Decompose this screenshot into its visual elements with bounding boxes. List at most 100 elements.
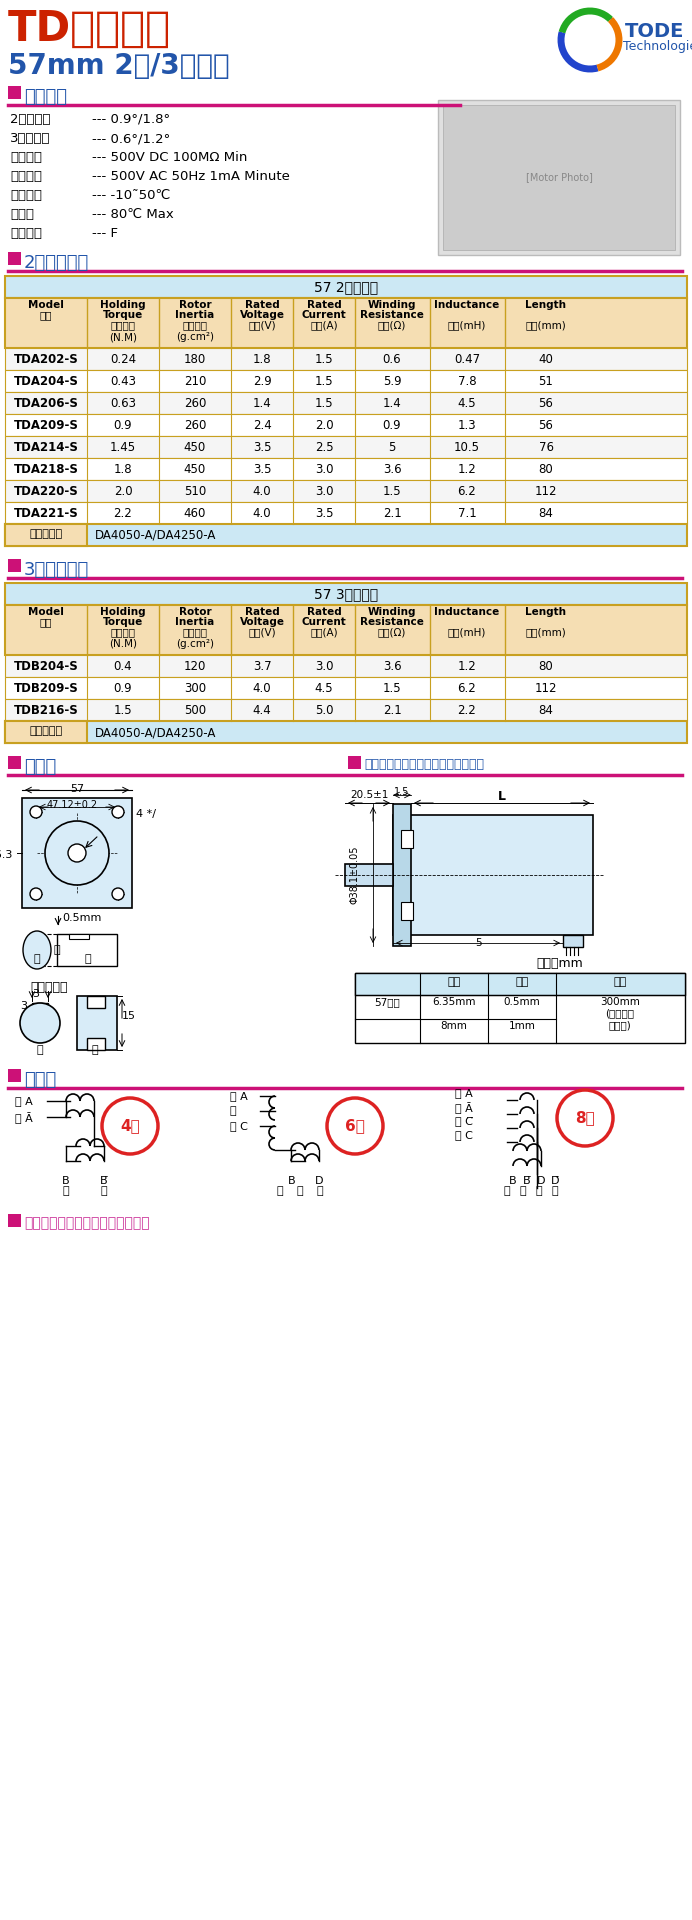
Text: B̅: B̅ <box>100 1175 108 1187</box>
Text: 0.9: 0.9 <box>113 682 132 695</box>
Text: --- 500V DC 100MΩ Min: --- 500V DC 100MΩ Min <box>92 152 247 163</box>
Text: 0.63: 0.63 <box>110 397 136 411</box>
Text: DA4050-A/DA4250-A: DA4050-A/DA4250-A <box>95 726 217 739</box>
Text: TDA220-S: TDA220-S <box>14 486 78 497</box>
Ellipse shape <box>23 931 51 970</box>
Text: 56: 56 <box>538 419 554 432</box>
Text: B: B <box>62 1175 70 1187</box>
Text: 47.12±0.2: 47.12±0.2 <box>46 801 98 810</box>
Text: B̅: B̅ <box>523 1175 531 1187</box>
Text: 電阻(Ω): 電阻(Ω) <box>378 321 406 330</box>
Text: Length: Length <box>525 607 567 616</box>
Text: B: B <box>509 1175 517 1187</box>
Bar <box>563 935 583 947</box>
Text: 3.5: 3.5 <box>253 463 271 476</box>
Text: TDB204-S: TDB204-S <box>14 660 78 674</box>
Bar <box>32 1002 48 1010</box>
Text: 3相規格參數: 3相規格參數 <box>24 561 89 580</box>
Text: 180: 180 <box>184 353 206 367</box>
Text: Rotor: Rotor <box>179 300 211 309</box>
Text: 白: 白 <box>230 1106 237 1116</box>
Text: 2.9: 2.9 <box>253 374 271 388</box>
Text: 接線圖: 接線圖 <box>24 1071 56 1089</box>
Text: 500: 500 <box>184 705 206 716</box>
Bar <box>5 699 687 722</box>
Text: 57 2相步电机: 57 2相步电机 <box>314 280 378 294</box>
Text: 80: 80 <box>538 660 554 674</box>
Text: Inertia: Inertia <box>175 616 215 628</box>
Text: 尺寸圖: 尺寸圖 <box>24 758 56 776</box>
Text: 0.5mm: 0.5mm <box>62 914 101 924</box>
Text: TDA206-S: TDA206-S <box>14 397 78 411</box>
Text: --- 0.6°/1.2°: --- 0.6°/1.2° <box>92 132 170 146</box>
Text: 0.43: 0.43 <box>110 374 136 388</box>
Circle shape <box>45 822 109 885</box>
Bar <box>5 678 687 699</box>
Text: 5.0: 5.0 <box>315 705 334 716</box>
Text: 軸徑: 軸徑 <box>447 977 461 987</box>
Text: 絕緣等級: 絕緣等級 <box>10 227 42 240</box>
Text: 軸: 軸 <box>91 1044 98 1054</box>
Text: 300mm
(特殊長度
可定制): 300mm (特殊長度 可定制) <box>600 996 640 1031</box>
Text: 電壓(V): 電壓(V) <box>248 628 276 637</box>
Circle shape <box>557 1091 613 1146</box>
Text: 2.0: 2.0 <box>315 419 334 432</box>
Text: Voltage: Voltage <box>239 309 284 321</box>
Text: (g.cm²): (g.cm²) <box>176 639 214 649</box>
Text: 5: 5 <box>388 442 396 453</box>
Text: 0.47: 0.47 <box>454 353 480 367</box>
Text: 藍 Ā: 藍 Ā <box>15 1112 33 1123</box>
Text: 3相步距角: 3相步距角 <box>10 132 51 146</box>
Text: 綠: 綠 <box>552 1187 558 1196</box>
Text: TDA204-S: TDA204-S <box>14 374 78 388</box>
Bar <box>57 933 117 966</box>
Text: 460: 460 <box>184 507 206 520</box>
Bar <box>5 415 687 436</box>
Text: 84: 84 <box>538 705 554 716</box>
Text: Rotor: Rotor <box>179 607 211 616</box>
Text: 1.5: 1.5 <box>394 787 410 797</box>
Text: 保持力矩: 保持力矩 <box>111 321 136 330</box>
Text: Technologies: Technologies <box>623 40 692 54</box>
Text: 1.2: 1.2 <box>457 463 476 476</box>
Text: 溫　升: 溫 升 <box>10 207 34 221</box>
Bar <box>393 804 411 947</box>
Text: 平: 平 <box>54 945 60 954</box>
Text: 84: 84 <box>538 507 554 520</box>
Text: 型號: 型號 <box>39 309 53 321</box>
Circle shape <box>68 845 86 862</box>
Text: TDA209-S: TDA209-S <box>14 419 78 432</box>
Text: Holding: Holding <box>100 607 146 616</box>
Text: 4.5: 4.5 <box>315 682 334 695</box>
Text: 帶鍵槽形式: 帶鍵槽形式 <box>30 981 68 995</box>
Bar <box>5 722 87 743</box>
Text: 線長: 線長 <box>613 977 627 987</box>
Text: 0.5mm: 0.5mm <box>504 996 540 1006</box>
Text: 3: 3 <box>20 1000 27 1012</box>
Text: 1.4: 1.4 <box>253 397 271 411</box>
Text: 1.8: 1.8 <box>113 463 132 476</box>
Circle shape <box>30 887 42 900</box>
Text: 單位：mm: 單位：mm <box>536 956 583 970</box>
Text: 3.0: 3.0 <box>315 660 334 674</box>
Text: 40: 40 <box>538 353 554 367</box>
Bar <box>8 559 21 572</box>
Text: 5: 5 <box>475 939 482 948</box>
Text: (N.M): (N.M) <box>109 332 137 342</box>
Text: Inductance: Inductance <box>435 300 500 309</box>
Text: L: L <box>498 789 506 803</box>
Text: Inductance: Inductance <box>435 607 500 616</box>
Bar <box>69 933 89 939</box>
Text: TODE: TODE <box>625 21 684 40</box>
Text: 3.5: 3.5 <box>253 442 271 453</box>
Text: 型號: 型號 <box>39 616 53 628</box>
Text: Current: Current <box>302 309 347 321</box>
Text: 4.0: 4.0 <box>253 507 271 520</box>
Text: 4.5: 4.5 <box>457 397 476 411</box>
Bar <box>8 1069 21 1083</box>
Bar <box>5 392 687 415</box>
Text: 3: 3 <box>32 989 39 998</box>
Text: 具体手册资料可联系销售人员发送: 具体手册资料可联系销售人员发送 <box>24 1215 149 1231</box>
Text: 黑 C: 黑 C <box>455 1131 473 1140</box>
Bar <box>5 524 687 545</box>
